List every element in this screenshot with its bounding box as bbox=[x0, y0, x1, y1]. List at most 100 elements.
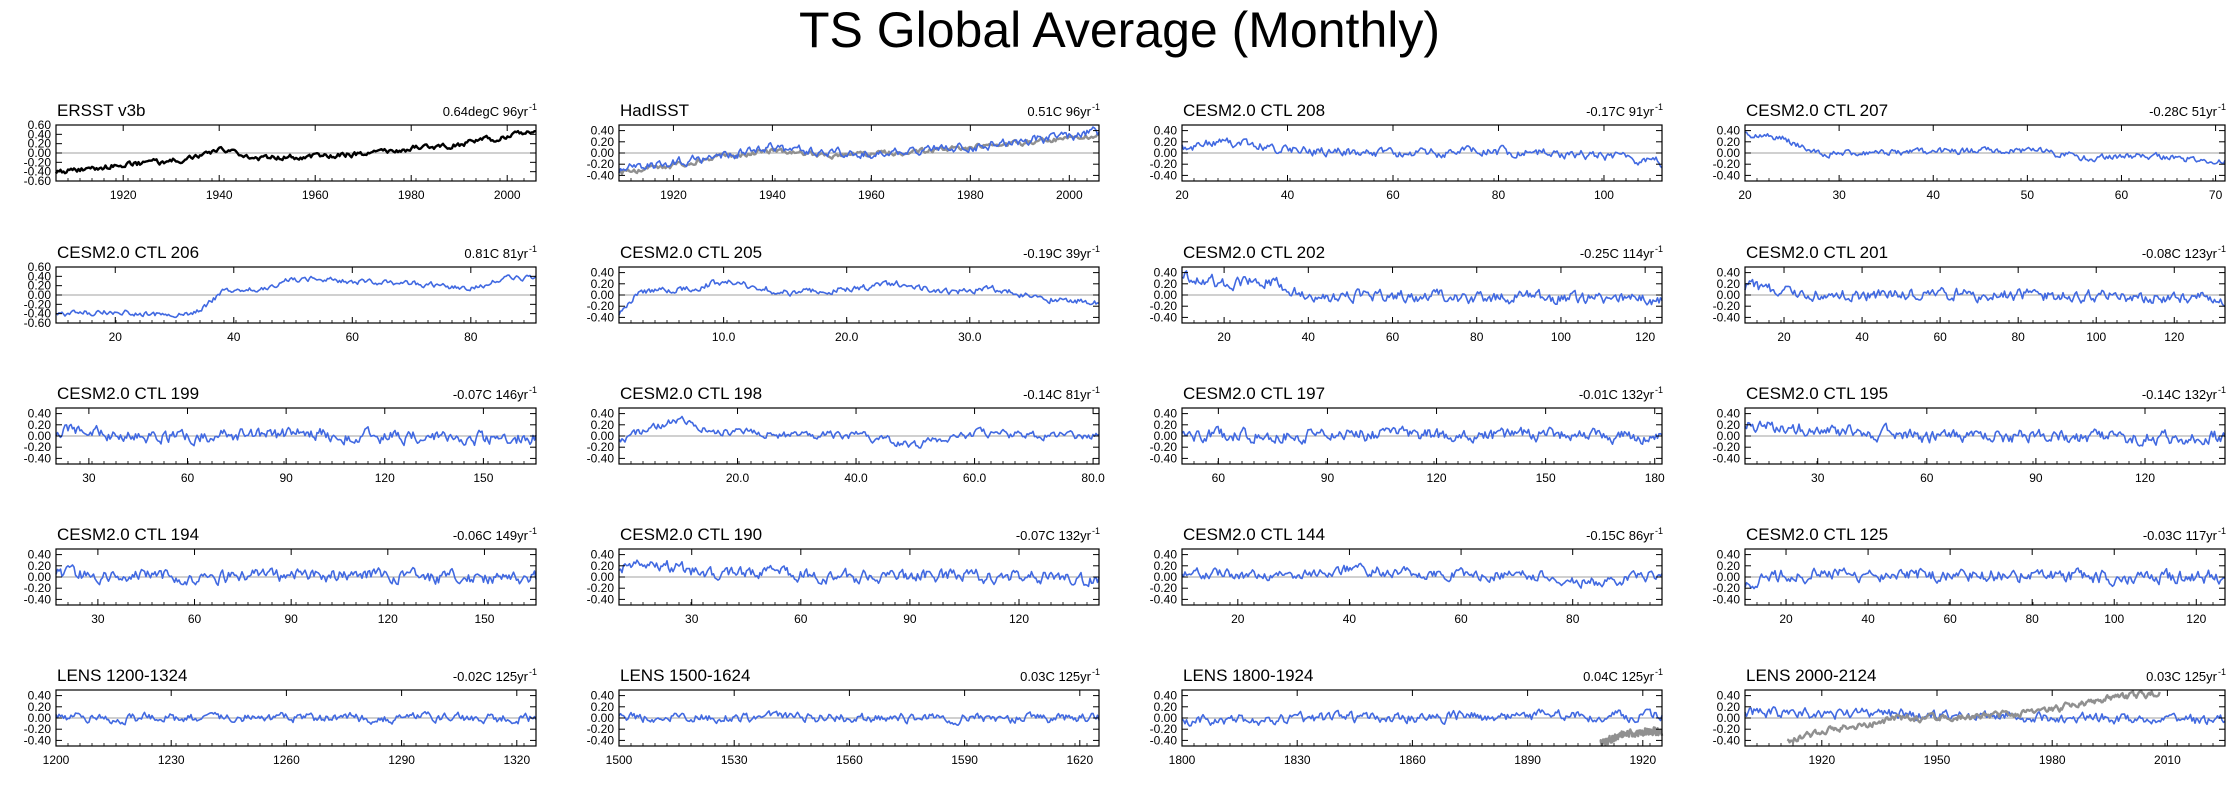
x-tick-label: 60 bbox=[2115, 188, 2129, 202]
panel-title: LENS 1200-1324 bbox=[57, 666, 187, 685]
y-tick-label: 0.00 bbox=[591, 146, 615, 160]
x-tick-label: 1590 bbox=[951, 753, 978, 767]
y-tick-label: 0.40 bbox=[1717, 124, 1741, 138]
y-tick-label: 0.20 bbox=[1717, 135, 1741, 149]
x-tick-label: 100 bbox=[2104, 612, 2124, 626]
panel-trend: -0.17C 91yr bbox=[1586, 104, 1655, 119]
y-tick-label: -0.40 bbox=[1150, 310, 1178, 324]
x-tick-label: 1980 bbox=[2039, 753, 2066, 767]
y-tick-label: -0.40 bbox=[1713, 168, 1741, 182]
panel-title: CESM2.0 CTL 208 bbox=[1183, 101, 1325, 120]
panel-trend: -0.25C 114yr bbox=[1580, 246, 1655, 261]
x-tick-label: 1860 bbox=[1399, 753, 1426, 767]
chart-panel: LENS 1800-1924 0.04C 125yr -10.400.200.00-… bbox=[1150, 666, 1664, 767]
series-line-obs bbox=[54, 129, 536, 175]
panel-title: CESM2.0 CTL 205 bbox=[620, 243, 762, 262]
y-tick-label: -0.40 bbox=[24, 451, 52, 465]
series-line-model bbox=[55, 274, 537, 319]
x-tick-label: 1980 bbox=[957, 188, 984, 202]
chart-panel: CESM2.0 CTL 194 -0.06C 149yr -1 0.400.200.0… bbox=[24, 525, 537, 626]
x-tick-label: 1890 bbox=[1514, 753, 1541, 767]
y-tick-label: -0.20 bbox=[1713, 440, 1741, 454]
y-tick-label: -0.20 bbox=[587, 299, 615, 313]
panel-trend: -0.15C 86yr bbox=[1586, 528, 1655, 543]
x-tick-label: 120 bbox=[2135, 471, 2155, 485]
x-tick-label: 1530 bbox=[721, 753, 748, 767]
x-tick-label: 2000 bbox=[1056, 188, 1083, 202]
x-tick-label: 2010 bbox=[2154, 753, 2181, 767]
chart-panel: CESM2.0 CTL 199 -0.07C 146yr -1 0.400.200.0… bbox=[24, 384, 537, 485]
x-tick-label: 100 bbox=[2086, 330, 2106, 344]
y-tick-label: -0.40 bbox=[24, 165, 52, 179]
panel-title: LENS 1500-1624 bbox=[620, 666, 750, 685]
x-tick-label: 20 bbox=[1217, 330, 1231, 344]
panel-trend: -0.01C 132yr bbox=[1579, 387, 1655, 402]
x-tick-label: 100 bbox=[1594, 188, 1614, 202]
x-tick-label: 20 bbox=[1738, 188, 1752, 202]
y-tick-label: 0.40 bbox=[28, 689, 52, 703]
panel-title: CESM2.0 CTL 197 bbox=[1183, 384, 1325, 403]
x-tick-label: 1230 bbox=[158, 753, 185, 767]
x-tick-label: 120 bbox=[378, 612, 398, 626]
panel-trend: -0.14C 81yr bbox=[1023, 387, 1092, 402]
y-tick-label: -0.20 bbox=[1713, 722, 1741, 736]
x-tick-label: 20 bbox=[1175, 188, 1189, 202]
y-tick-label: 0.40 bbox=[1717, 689, 1741, 703]
y-tick-label: 0.40 bbox=[591, 407, 615, 421]
x-tick-label: 1940 bbox=[206, 188, 233, 202]
y-tick-label: -0.40 bbox=[24, 307, 52, 321]
panel-title: CESM2.0 CTL 207 bbox=[1746, 101, 1888, 120]
panel-trend: -0.08C 123yr bbox=[2142, 246, 2218, 261]
series-line-model bbox=[618, 710, 1100, 727]
x-tick-label: 1800 bbox=[1169, 753, 1196, 767]
panel-trend-exponent: -1 bbox=[529, 667, 537, 677]
y-tick-label: 0.00 bbox=[28, 288, 52, 302]
panel-trend: 0.81C 81yr bbox=[464, 246, 528, 261]
y-tick-label: -0.40 bbox=[24, 592, 52, 606]
series-line-model bbox=[1744, 567, 2226, 590]
x-tick-label: 10.0 bbox=[712, 330, 736, 344]
y-tick-label: 0.20 bbox=[591, 418, 615, 432]
series-line-model bbox=[1181, 562, 1663, 589]
x-tick-label: 1980 bbox=[398, 188, 425, 202]
x-tick-label: 20 bbox=[1231, 612, 1245, 626]
y-tick-label: -0.40 bbox=[1713, 592, 1741, 606]
y-tick-label: -0.40 bbox=[1713, 310, 1741, 324]
x-tick-label: 120 bbox=[2186, 612, 2206, 626]
series-line-overlay bbox=[1599, 726, 1664, 747]
x-tick-label: 1620 bbox=[1066, 753, 1093, 767]
series-line-model bbox=[618, 559, 1100, 588]
y-tick-label: 0.20 bbox=[28, 137, 52, 151]
chart-panel: HadISST 0.51C 96yr -1 0.400.200.00-0.20-0.4… bbox=[587, 101, 1100, 202]
x-tick-label: 60 bbox=[1454, 612, 1468, 626]
x-tick-label: 40 bbox=[1343, 612, 1357, 626]
series-line-model bbox=[1181, 425, 1663, 446]
panel-title: CESM2.0 CTL 201 bbox=[1746, 243, 1888, 262]
x-tick-label: 100 bbox=[1551, 330, 1571, 344]
x-tick-label: 120 bbox=[2164, 330, 2184, 344]
chart-panel: LENS 2000-2124 0.03C 125yr -10.400.200.00-… bbox=[1713, 666, 2226, 767]
x-tick-label: 80 bbox=[2011, 330, 2025, 344]
panel-trend: -0.14C 132yr bbox=[2142, 387, 2218, 402]
panel-trend: -0.07C 132yr bbox=[1016, 528, 1092, 543]
chart-panel: CESM2.0 CTL 197 -0.01C 132yr -1 0.400.200.0… bbox=[1150, 384, 1665, 485]
x-tick-label: 20.0 bbox=[835, 330, 859, 344]
y-tick-label: -0.20 bbox=[587, 722, 615, 736]
x-tick-label: 1830 bbox=[1284, 753, 1311, 767]
y-tick-label: -0.20 bbox=[24, 440, 52, 454]
panel-trend: -0.06C 149yr bbox=[453, 528, 529, 543]
panel-trend-exponent: -1 bbox=[1655, 667, 1663, 677]
x-tick-label: 30 bbox=[1811, 471, 1825, 485]
y-tick-label: 0.20 bbox=[1154, 277, 1178, 291]
panel-trend-exponent: -1 bbox=[529, 102, 537, 112]
x-tick-label: 1320 bbox=[503, 753, 530, 767]
x-tick-label: 60 bbox=[794, 612, 808, 626]
x-tick-label: 1920 bbox=[1808, 753, 1835, 767]
y-tick-label: -0.20 bbox=[1713, 299, 1741, 313]
panel-title: CESM2.0 CTL 199 bbox=[57, 384, 199, 403]
x-tick-label: 1500 bbox=[606, 753, 633, 767]
y-tick-label: 0.40 bbox=[1717, 266, 1741, 280]
y-tick-label: -0.40 bbox=[587, 592, 615, 606]
x-tick-label: 120 bbox=[1427, 471, 1447, 485]
y-tick-label: 0.20 bbox=[28, 559, 52, 573]
